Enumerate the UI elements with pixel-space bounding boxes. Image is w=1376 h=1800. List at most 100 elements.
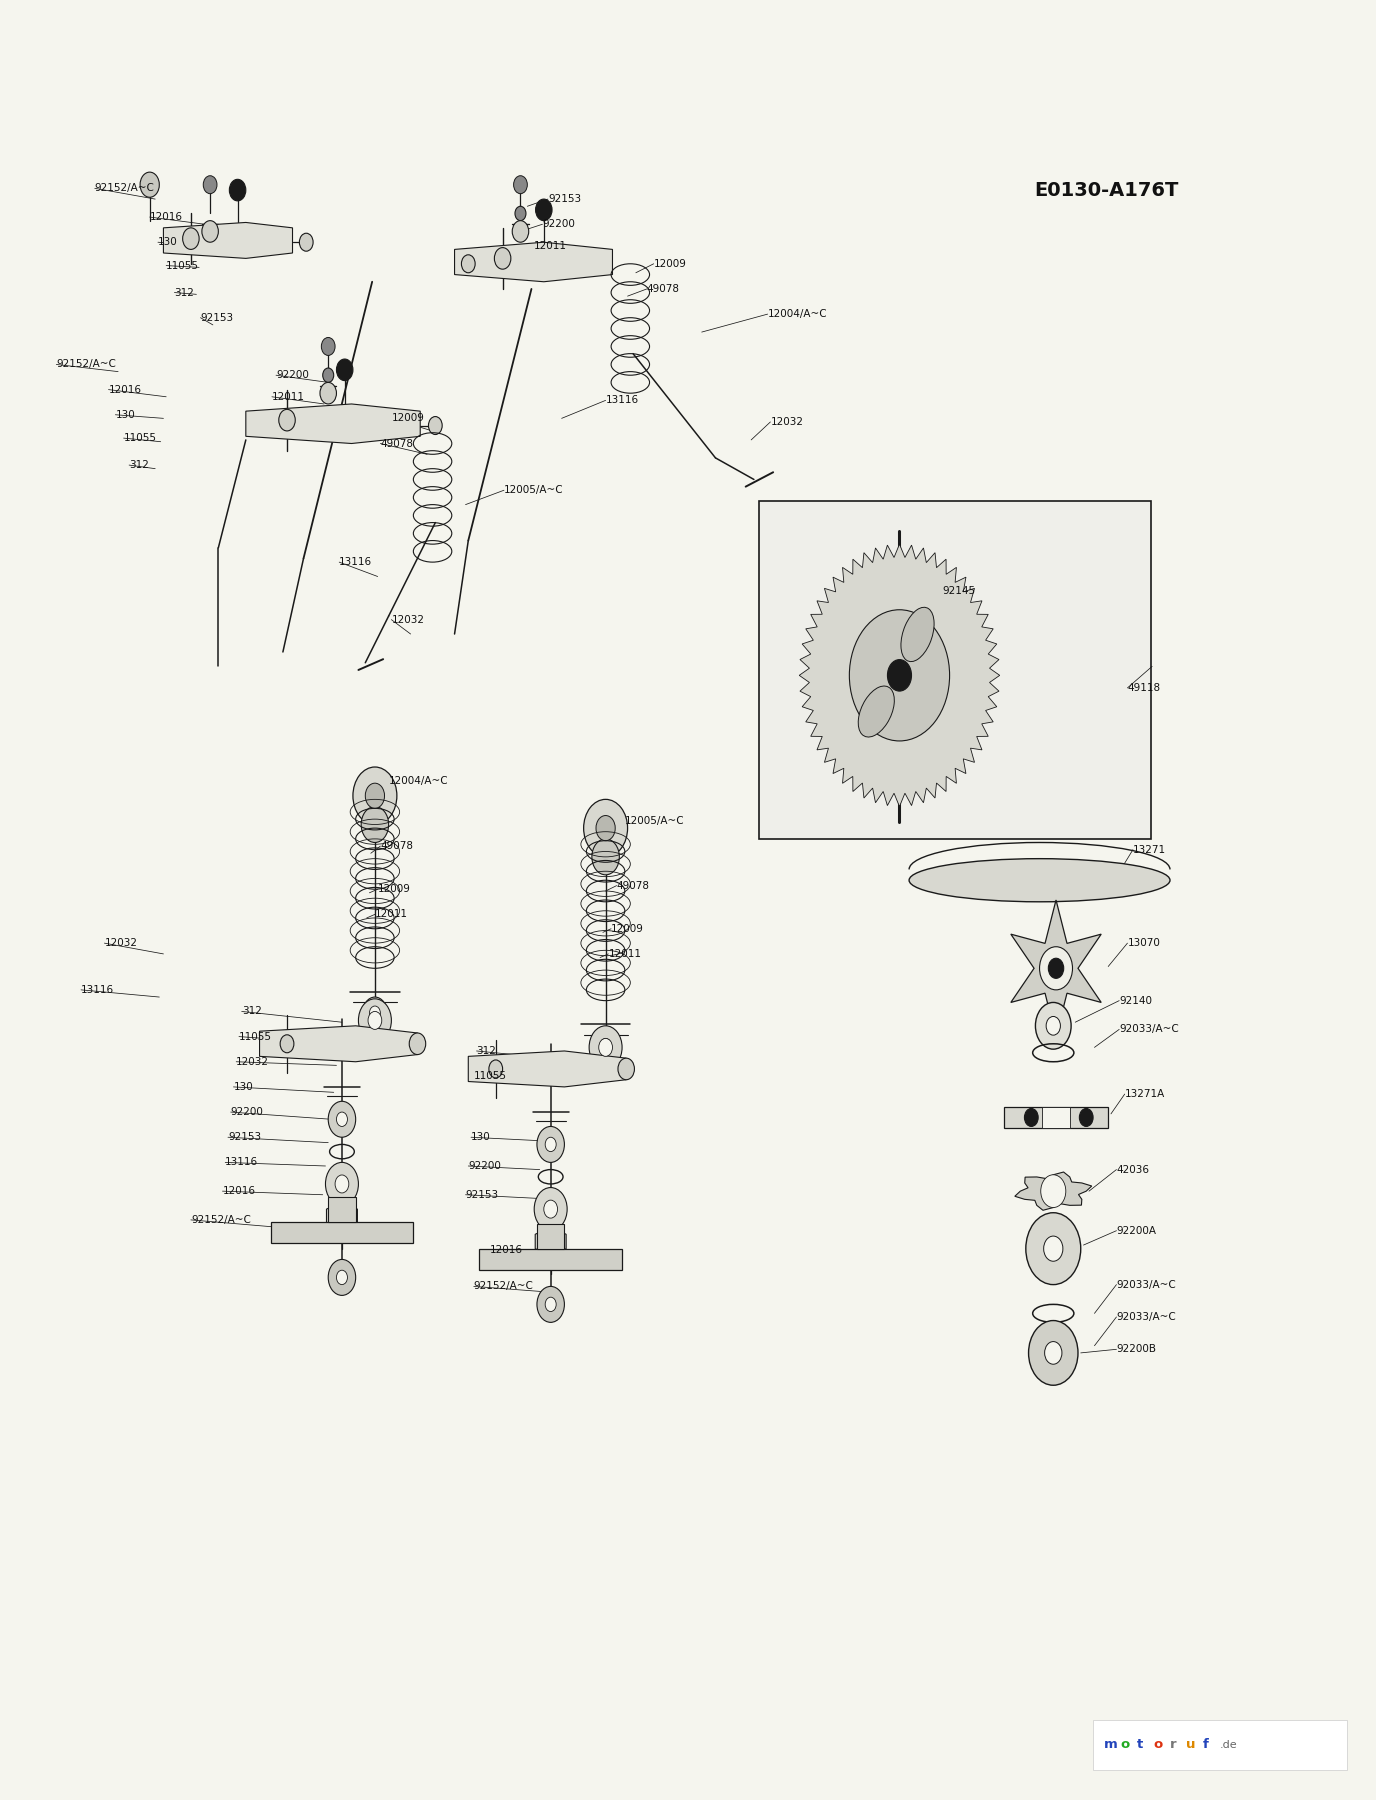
Text: 92153: 92153 — [228, 1132, 261, 1143]
Text: 11055: 11055 — [473, 1071, 506, 1082]
Text: 12032: 12032 — [237, 1057, 270, 1067]
Circle shape — [513, 176, 527, 194]
Text: 12004/A~C: 12004/A~C — [768, 310, 827, 319]
Bar — [760, 500, 1150, 839]
Text: t: t — [1137, 1739, 1143, 1751]
Bar — [1042, 1107, 1069, 1129]
Polygon shape — [260, 1026, 417, 1062]
Circle shape — [367, 1012, 381, 1030]
Text: 92200: 92200 — [231, 1107, 264, 1118]
Polygon shape — [326, 1202, 358, 1231]
Text: m: m — [1104, 1739, 1117, 1751]
Circle shape — [537, 1287, 564, 1323]
Circle shape — [329, 1102, 355, 1138]
Circle shape — [1043, 1237, 1062, 1262]
Circle shape — [1028, 1321, 1077, 1386]
Circle shape — [336, 1175, 348, 1193]
Text: .de: .de — [1219, 1739, 1237, 1750]
Circle shape — [323, 367, 334, 382]
Circle shape — [358, 999, 391, 1042]
Polygon shape — [535, 1228, 566, 1256]
Circle shape — [204, 176, 217, 194]
Circle shape — [461, 256, 475, 274]
Text: 11055: 11055 — [239, 1031, 272, 1042]
Polygon shape — [479, 1249, 622, 1271]
Text: 13116: 13116 — [226, 1157, 259, 1168]
Text: 92033/A~C: 92033/A~C — [1119, 1024, 1179, 1035]
Text: 12005/A~C: 12005/A~C — [504, 486, 564, 495]
Circle shape — [369, 1006, 380, 1021]
Circle shape — [337, 358, 352, 380]
Circle shape — [515, 207, 526, 221]
Text: 12011: 12011 — [608, 949, 641, 959]
Text: 12009: 12009 — [611, 923, 644, 934]
Text: u: u — [1186, 1739, 1196, 1751]
Text: f: f — [1203, 1739, 1210, 1751]
Circle shape — [361, 806, 388, 842]
Circle shape — [545, 1298, 556, 1312]
Text: 13271A: 13271A — [1124, 1089, 1165, 1100]
Circle shape — [1039, 947, 1072, 990]
Text: 92200: 92200 — [542, 220, 575, 229]
Circle shape — [1049, 958, 1064, 979]
Circle shape — [365, 783, 384, 808]
Text: 92153: 92153 — [201, 313, 234, 322]
Circle shape — [600, 1039, 611, 1053]
Circle shape — [321, 382, 337, 403]
Text: 13070: 13070 — [1127, 938, 1160, 949]
Polygon shape — [271, 1222, 413, 1244]
Text: 130: 130 — [116, 410, 135, 419]
Text: 12032: 12032 — [105, 938, 138, 949]
Text: 92153: 92153 — [548, 194, 581, 203]
Text: 12004/A~C: 12004/A~C — [388, 776, 449, 787]
Text: 11055: 11055 — [124, 434, 157, 443]
Circle shape — [849, 610, 949, 742]
Text: 12009: 12009 — [654, 259, 687, 268]
Text: 12011: 12011 — [272, 392, 305, 401]
Text: 92152/A~C: 92152/A~C — [473, 1282, 534, 1291]
Text: 130: 130 — [158, 238, 178, 247]
Polygon shape — [537, 1224, 564, 1249]
Text: 130: 130 — [471, 1132, 491, 1143]
Circle shape — [592, 839, 619, 875]
Circle shape — [1025, 1109, 1038, 1127]
Polygon shape — [468, 1051, 626, 1087]
Text: 12011: 12011 — [534, 241, 567, 250]
Polygon shape — [1015, 1172, 1091, 1210]
Circle shape — [1079, 1109, 1093, 1127]
Ellipse shape — [901, 607, 934, 662]
Circle shape — [329, 1260, 355, 1296]
Text: 49078: 49078 — [380, 439, 413, 448]
Polygon shape — [799, 544, 1000, 806]
Text: 92033/A~C: 92033/A~C — [1116, 1280, 1176, 1289]
Circle shape — [1026, 1213, 1080, 1285]
Text: 12016: 12016 — [150, 212, 183, 221]
Polygon shape — [329, 1197, 355, 1222]
Text: 92152/A~C: 92152/A~C — [95, 184, 154, 193]
Text: 49118: 49118 — [1127, 682, 1160, 693]
Circle shape — [932, 612, 945, 630]
Polygon shape — [164, 223, 293, 259]
Text: 49078: 49078 — [647, 284, 680, 293]
Circle shape — [337, 1112, 348, 1127]
Text: 312: 312 — [175, 288, 194, 297]
Circle shape — [596, 815, 615, 841]
Circle shape — [545, 1138, 556, 1152]
Text: 13116: 13116 — [81, 985, 114, 995]
Text: E0130-A176T: E0130-A176T — [1035, 180, 1179, 200]
Text: 92152/A~C: 92152/A~C — [56, 360, 116, 369]
Circle shape — [1040, 1175, 1066, 1208]
Text: 12016: 12016 — [490, 1246, 523, 1255]
Circle shape — [1046, 1017, 1061, 1035]
Circle shape — [281, 1035, 294, 1053]
Circle shape — [279, 409, 296, 430]
Text: 12011: 12011 — [374, 909, 407, 920]
Bar — [1093, 1719, 1347, 1769]
Circle shape — [583, 799, 627, 857]
Circle shape — [409, 1033, 425, 1055]
Text: 12009: 12009 — [391, 414, 424, 423]
Text: 12016: 12016 — [223, 1186, 256, 1197]
Text: 92200B: 92200B — [1116, 1345, 1156, 1354]
Circle shape — [888, 659, 911, 691]
Text: 92033/A~C: 92033/A~C — [1116, 1312, 1176, 1321]
